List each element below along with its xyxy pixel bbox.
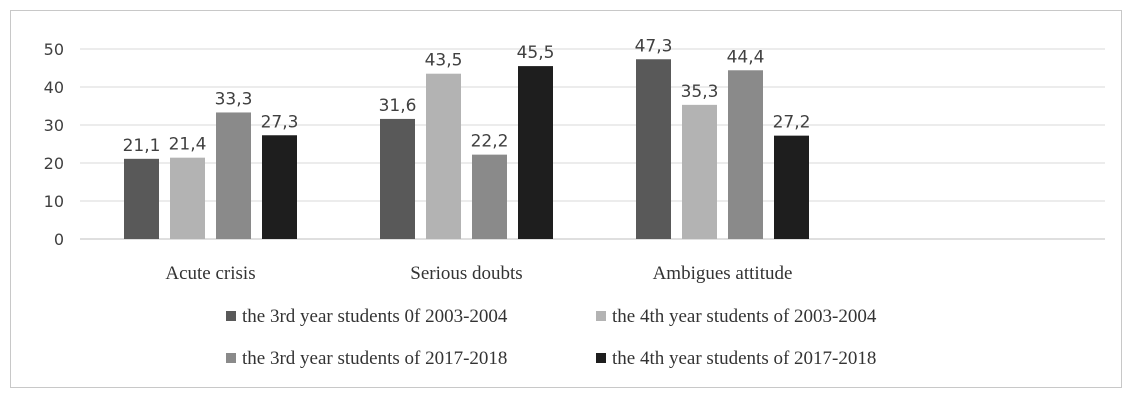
bar-4-1 <box>262 135 297 239</box>
data-label: 44,4 <box>727 47 765 67</box>
data-label: 27,3 <box>261 112 299 132</box>
legend-label: the 4th year students of 2003-2004 <box>612 306 877 327</box>
category-label: Acute crisis <box>165 263 255 284</box>
legend-item: the 3rd year students of 2017-2018 <box>226 348 507 369</box>
category-label: Serious doubts <box>410 263 522 284</box>
data-label: 22,2 <box>471 132 509 152</box>
y-tick-label: 50 <box>44 40 64 59</box>
data-label: 43,5 <box>425 51 463 71</box>
data-label: 21,1 <box>123 136 161 156</box>
y-tick-label: 30 <box>44 116 64 135</box>
bar-3-3 <box>728 70 763 239</box>
bar-2-3 <box>682 104 717 239</box>
legend-item: the 4th year students of 2017-2018 <box>596 348 876 369</box>
legend-swatch <box>596 311 606 321</box>
y-tick-label: 0 <box>54 230 64 249</box>
bar-1-3 <box>636 59 671 240</box>
bar-1-2 <box>380 118 415 239</box>
data-label: 27,2 <box>773 113 811 133</box>
bar-2-1 <box>170 157 205 239</box>
data-label: 31,6 <box>379 96 417 116</box>
y-tick-label: 20 <box>44 154 64 173</box>
legend-item: the 4th year students of 2003-2004 <box>596 306 877 327</box>
y-axis-ticks: 0 10 20 30 40 50 <box>44 40 64 249</box>
bar-3-1 <box>216 112 251 239</box>
legend-item: the 3rd year students 0f 2003-2004 <box>226 306 508 327</box>
data-label: 35,3 <box>681 82 719 102</box>
data-label: 47,3 <box>635 36 673 56</box>
legend-swatch <box>226 353 236 363</box>
legend: the 3rd year students 0f 2003-2004 the 4t… <box>226 306 877 369</box>
x-axis-categories: Acute crisis Serious doubts Ambigues attit… <box>165 263 792 284</box>
data-labels: 21,1 31,6 47,3 21,4 43,5 35,3 33,3 22,2 44,4 27,3… <box>123 36 811 156</box>
legend-label: the 3rd year students 0f 2003-2004 <box>242 306 508 327</box>
bars <box>124 59 809 240</box>
bar-4-2 <box>518 66 553 239</box>
legend-swatch <box>226 311 236 321</box>
bar-2-2 <box>426 73 461 239</box>
legend-swatch <box>596 353 606 363</box>
bar-4-3 <box>774 135 809 239</box>
y-tick-label: 10 <box>44 192 64 211</box>
bar-3-2 <box>472 154 507 239</box>
y-tick-label: 40 <box>44 78 64 97</box>
legend-label: the 4th year students of 2017-2018 <box>612 348 876 369</box>
data-label: 45,5 <box>517 43 555 63</box>
category-label: Ambigues attitude <box>653 263 793 284</box>
bar-1-1 <box>124 158 159 239</box>
data-label: 21,4 <box>169 135 207 155</box>
data-label: 33,3 <box>215 89 253 109</box>
legend-label: the 3rd year students of 2017-2018 <box>242 348 507 369</box>
